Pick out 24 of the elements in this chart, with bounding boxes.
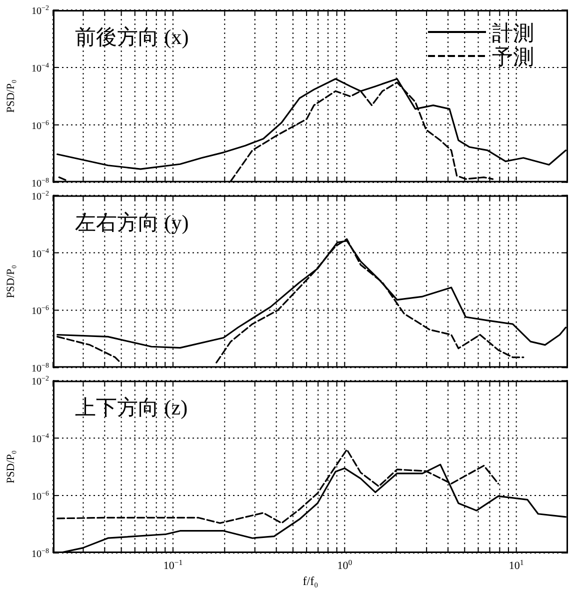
x-tick-label: 10$^{0}$ <box>337 558 352 572</box>
y-tick-label: 10$^{−4}$ <box>32 246 50 260</box>
y-tick-label: 10$^{−4}$ <box>32 61 50 74</box>
y-tick-label: 10$^{−6}$ <box>32 118 50 132</box>
y-tick-label: 10$^{−8}$ <box>32 176 50 190</box>
y-axis-title: PSD/P₀ <box>5 264 17 298</box>
y-tick-label: 10$^{−6}$ <box>32 304 50 318</box>
x-tick-label: 10$^{−1}$ <box>163 558 183 572</box>
legend-label: 計測 <box>492 21 534 45</box>
y-tick-label: 10$^{−4}$ <box>32 432 50 446</box>
y-tick-label: 10$^{−6}$ <box>32 490 50 503</box>
y-tick-label: 10$^{−2}$ <box>32 189 50 202</box>
y-tick-label: 10$^{−2}$ <box>32 374 50 388</box>
y-tick-label: 10$^{−8}$ <box>32 547 50 560</box>
y-tick-label: 10$^{−8}$ <box>32 362 50 375</box>
text: 左右方向 (y) <box>75 210 189 234</box>
x-tick-label: 10$^{1}$ <box>508 558 524 572</box>
y-axis-title: PSD/P₀ <box>5 450 17 484</box>
x-axis-title: f/f₀ <box>302 574 318 588</box>
text: 前後方向 (x) <box>75 25 189 49</box>
y-tick-label: 10$^{−2}$ <box>32 4 50 17</box>
text: 上下方向 (z) <box>75 396 188 420</box>
legend-label: 予測 <box>492 45 534 69</box>
y-axis-title: PSD/P₀ <box>5 79 17 113</box>
